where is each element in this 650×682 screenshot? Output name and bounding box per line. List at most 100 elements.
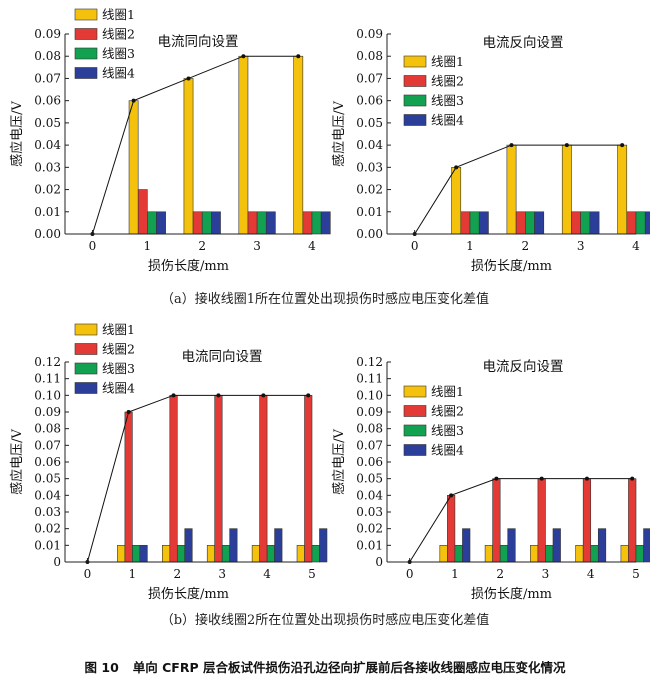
bar bbox=[265, 211, 276, 235]
y-tick-label: 0.02 bbox=[356, 183, 383, 197]
y-tick-label: 0.08 bbox=[356, 49, 383, 63]
bar bbox=[507, 528, 516, 563]
bar bbox=[478, 211, 489, 235]
trend-point bbox=[449, 493, 454, 498]
x-tick-label: 3 bbox=[253, 239, 261, 253]
bar bbox=[132, 545, 141, 563]
bar bbox=[447, 495, 456, 563]
y-tick-label: 0.07 bbox=[356, 71, 383, 85]
y-tick-label: 0.03 bbox=[356, 160, 383, 174]
y-tick-label: 0.03 bbox=[34, 160, 61, 174]
y-tick-label: 0.07 bbox=[34, 71, 61, 85]
trend-point bbox=[454, 165, 459, 170]
x-tick-label: 4 bbox=[263, 567, 271, 581]
bar bbox=[460, 211, 471, 235]
x-tick-label: 0 bbox=[89, 239, 97, 253]
x-axis-label: 损伤长度/mm bbox=[148, 258, 229, 274]
legend-label: 线圈3 bbox=[102, 46, 135, 61]
bar bbox=[590, 545, 599, 563]
bar bbox=[582, 478, 592, 563]
figure-caption-text: 单向 CFRP 层合板试件损伤沿孔边径向扩展前后各接收线圈感应电压变化情况 bbox=[132, 660, 566, 675]
y-axis-label: 感应电压/V bbox=[331, 101, 347, 167]
y-tick-label: 0.12 bbox=[34, 355, 61, 369]
y-tick-label: 0.09 bbox=[34, 405, 61, 419]
y-tick-label: 0.06 bbox=[356, 455, 383, 469]
bar bbox=[525, 211, 535, 235]
bar bbox=[320, 211, 331, 235]
bar bbox=[635, 545, 644, 563]
legend-label: 线圈3 bbox=[431, 93, 464, 108]
y-tick-label: 0.03 bbox=[34, 505, 61, 519]
trend-point bbox=[131, 98, 136, 103]
legend-label: 线圈4 bbox=[431, 113, 464, 128]
y-tick-label: 0.06 bbox=[34, 455, 61, 469]
legend-label: 线圈2 bbox=[102, 27, 135, 42]
legend-swatch bbox=[74, 362, 98, 375]
x-tick-label: 1 bbox=[129, 567, 137, 581]
bar bbox=[259, 395, 268, 563]
x-tick-label: 5 bbox=[632, 567, 640, 581]
bar bbox=[515, 211, 526, 235]
bar bbox=[506, 144, 517, 235]
y-tick-label: 0.02 bbox=[34, 183, 61, 197]
x-tick-label: 4 bbox=[587, 567, 595, 581]
bar bbox=[462, 528, 471, 563]
bar bbox=[169, 395, 178, 563]
legend-label: 线圈4 bbox=[102, 66, 135, 81]
y-tick-label: 0.00 bbox=[34, 227, 61, 241]
chart-title: 电流反向设置 bbox=[483, 35, 564, 51]
x-tick-label: 5 bbox=[308, 567, 316, 581]
bar bbox=[597, 528, 607, 563]
legend-label: 线圈4 bbox=[431, 443, 464, 458]
bar bbox=[319, 528, 328, 563]
bar bbox=[183, 78, 194, 235]
bar bbox=[296, 545, 305, 563]
bar bbox=[274, 528, 283, 563]
x-tick-label: 3 bbox=[218, 567, 226, 581]
trend-point bbox=[216, 393, 221, 398]
trend-point bbox=[296, 54, 301, 59]
trend-point bbox=[126, 410, 131, 414]
bar bbox=[214, 395, 223, 563]
y-tick-label: 0.11 bbox=[34, 372, 61, 386]
bar bbox=[256, 211, 267, 235]
bar bbox=[139, 545, 148, 563]
y-tick-label: 0.02 bbox=[34, 522, 61, 536]
bar bbox=[266, 545, 275, 563]
y-tick-label: 0.12 bbox=[356, 355, 383, 369]
bar bbox=[176, 545, 186, 563]
y-axis-label: 感应电压/V bbox=[331, 429, 347, 495]
x-tick-label: 0 bbox=[406, 567, 414, 581]
x-tick-label: 0 bbox=[84, 567, 92, 581]
bar bbox=[552, 528, 561, 563]
bar bbox=[439, 545, 448, 563]
legend-swatch bbox=[403, 114, 427, 126]
bar bbox=[251, 545, 260, 563]
bar bbox=[311, 545, 320, 563]
bar bbox=[124, 411, 133, 563]
legend-label: 线圈2 bbox=[431, 74, 464, 89]
figure-caption: 图 10 单向 CFRP 层合板试件损伤沿孔边径向扩展前后各接收线圈感应电压变化情… bbox=[0, 657, 650, 676]
legend-label: 线圈1 bbox=[431, 384, 464, 399]
x-tick-label: 2 bbox=[173, 567, 181, 581]
y-tick-label: 0.01 bbox=[34, 205, 61, 219]
y-tick-label: 0.06 bbox=[34, 94, 61, 108]
trend-point bbox=[509, 143, 514, 148]
legend-swatch bbox=[74, 67, 98, 79]
legend-swatch bbox=[74, 28, 98, 40]
x-tick-label: 1 bbox=[466, 239, 474, 253]
chart-a-right: 0.00 0.01 0.02 0.03 0.04 0.05 0.06 0.07 0.08 0.09… bbox=[331, 27, 650, 274]
y-tick-label: 0.09 bbox=[34, 27, 61, 41]
chart-title: 电流同向设置 bbox=[182, 349, 263, 365]
bar bbox=[302, 211, 313, 235]
legend-swatch bbox=[403, 405, 427, 417]
caption-a: （a）接收线圈1所在位置处出现损伤时感应电压变化差值 bbox=[160, 292, 490, 307]
bar bbox=[201, 211, 212, 235]
y-tick-label: 0.01 bbox=[34, 538, 61, 552]
bar bbox=[469, 211, 480, 235]
y-tick-label: 0.01 bbox=[356, 205, 383, 219]
bar bbox=[221, 545, 230, 563]
legend-swatch bbox=[403, 55, 427, 68]
y-tick-label: 0.02 bbox=[356, 522, 383, 536]
y-tick-label: 0.08 bbox=[34, 49, 61, 63]
